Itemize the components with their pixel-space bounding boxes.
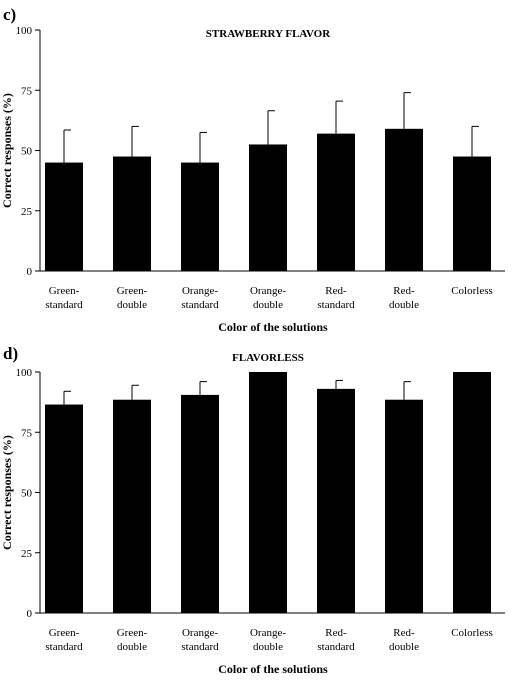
bar — [113, 156, 151, 271]
x-axis-title: Color of the solutions — [218, 320, 328, 334]
bar — [317, 388, 355, 613]
x-tick-label-line: double — [253, 299, 283, 311]
x-tick-label: Green-standard — [45, 285, 83, 311]
bar — [45, 404, 83, 613]
x-tick-label-line: standard — [45, 641, 83, 653]
y-tick-label: 0 — [27, 608, 33, 620]
x-tick-label: Green-standard — [45, 627, 83, 653]
x-tick-label-line: Orange- — [250, 285, 286, 297]
x-tick-label: Colorless — [451, 627, 493, 639]
bar — [453, 156, 491, 271]
x-tick-label-line: Orange- — [250, 627, 286, 639]
x-tick-label-line: Red- — [393, 627, 415, 639]
x-tick-label-line: double — [389, 641, 419, 653]
bar — [181, 394, 219, 613]
bar — [317, 133, 355, 271]
x-tick-label-line: Colorless — [451, 285, 493, 297]
chart-panel-d: d) FLAVORLESS 0 25 50 75 100 Correct responses … — [0, 340, 517, 680]
y-tick-label: 100 — [16, 25, 33, 37]
bar — [249, 372, 287, 613]
x-tick-label-line: Colorless — [451, 627, 493, 639]
x-tick-label: Orange-double — [250, 627, 286, 653]
chart-title: FLAVORLESS — [232, 352, 304, 364]
bar-chart-flavorless: d) FLAVORLESS 0 25 50 75 100 Correct responses … — [0, 344, 505, 676]
chart-panel-c: c) STRAWBERRY FLAVOR 0 25 50 75 100 Correct res… — [0, 0, 517, 338]
panel-label: d) — [3, 344, 18, 363]
x-tick-label: Orange-standard — [181, 285, 219, 311]
x-tick-label-line: Red- — [393, 285, 415, 297]
bar — [113, 399, 151, 613]
x-tick-label-line: Orange- — [182, 627, 218, 639]
x-tick-label-line: Orange- — [182, 285, 218, 297]
x-tick-label-line: Green- — [117, 627, 148, 639]
x-tick-label: Green-double — [117, 627, 148, 653]
bar — [453, 372, 491, 613]
x-axis-title: Color of the solutions — [218, 662, 328, 676]
y-tick-label: 75 — [21, 427, 33, 439]
x-tick-label: Red-standard — [317, 285, 355, 311]
x-tick-label-line: standard — [317, 641, 355, 653]
y-tick-label: 25 — [21, 548, 33, 560]
x-tick-label-line: Red- — [325, 285, 347, 297]
x-tick-label: Red-standard — [317, 627, 355, 653]
bar — [181, 162, 219, 271]
x-tick-label-line: standard — [181, 299, 219, 311]
bar — [385, 128, 423, 271]
y-tick-label: 75 — [21, 85, 33, 97]
x-tick-label: Orange-standard — [181, 627, 219, 653]
x-tick-label: Red-double — [389, 285, 419, 311]
x-tick-label-line: Red- — [325, 627, 347, 639]
y-tick-label: 25 — [21, 206, 33, 218]
x-tick-label-line: Green- — [117, 285, 148, 297]
x-tick-label: Red-double — [389, 627, 419, 653]
x-tick-label-line: Green- — [49, 285, 80, 297]
y-axis-title: Correct responses (%) — [0, 93, 14, 208]
y-tick-label: 0 — [27, 266, 33, 278]
bar — [249, 144, 287, 271]
x-tick-label: Green-double — [117, 285, 148, 311]
x-tick-label-line: standard — [317, 299, 355, 311]
x-tick-label: Colorless — [451, 285, 493, 297]
y-tick-label: 50 — [21, 146, 33, 158]
bar — [45, 162, 83, 271]
x-tick-label-line: double — [389, 299, 419, 311]
x-tick-label-line: standard — [181, 641, 219, 653]
y-tick-label: 100 — [16, 367, 33, 379]
panel-label: c) — [3, 5, 16, 24]
chart-title: STRAWBERRY FLAVOR — [206, 28, 331, 40]
bar — [385, 399, 423, 613]
x-tick-label-line: double — [253, 641, 283, 653]
y-tick-label: 50 — [21, 488, 33, 500]
x-tick-label-line: double — [117, 299, 147, 311]
x-tick-label: Orange-double — [250, 285, 286, 311]
x-tick-label-line: standard — [45, 299, 83, 311]
y-axis-title: Correct responses (%) — [0, 435, 14, 550]
bar-chart-strawberry-flavor: c) STRAWBERRY FLAVOR 0 25 50 75 100 Correct res… — [0, 5, 505, 334]
x-tick-label-line: Green- — [49, 627, 80, 639]
x-tick-label-line: double — [117, 641, 147, 653]
